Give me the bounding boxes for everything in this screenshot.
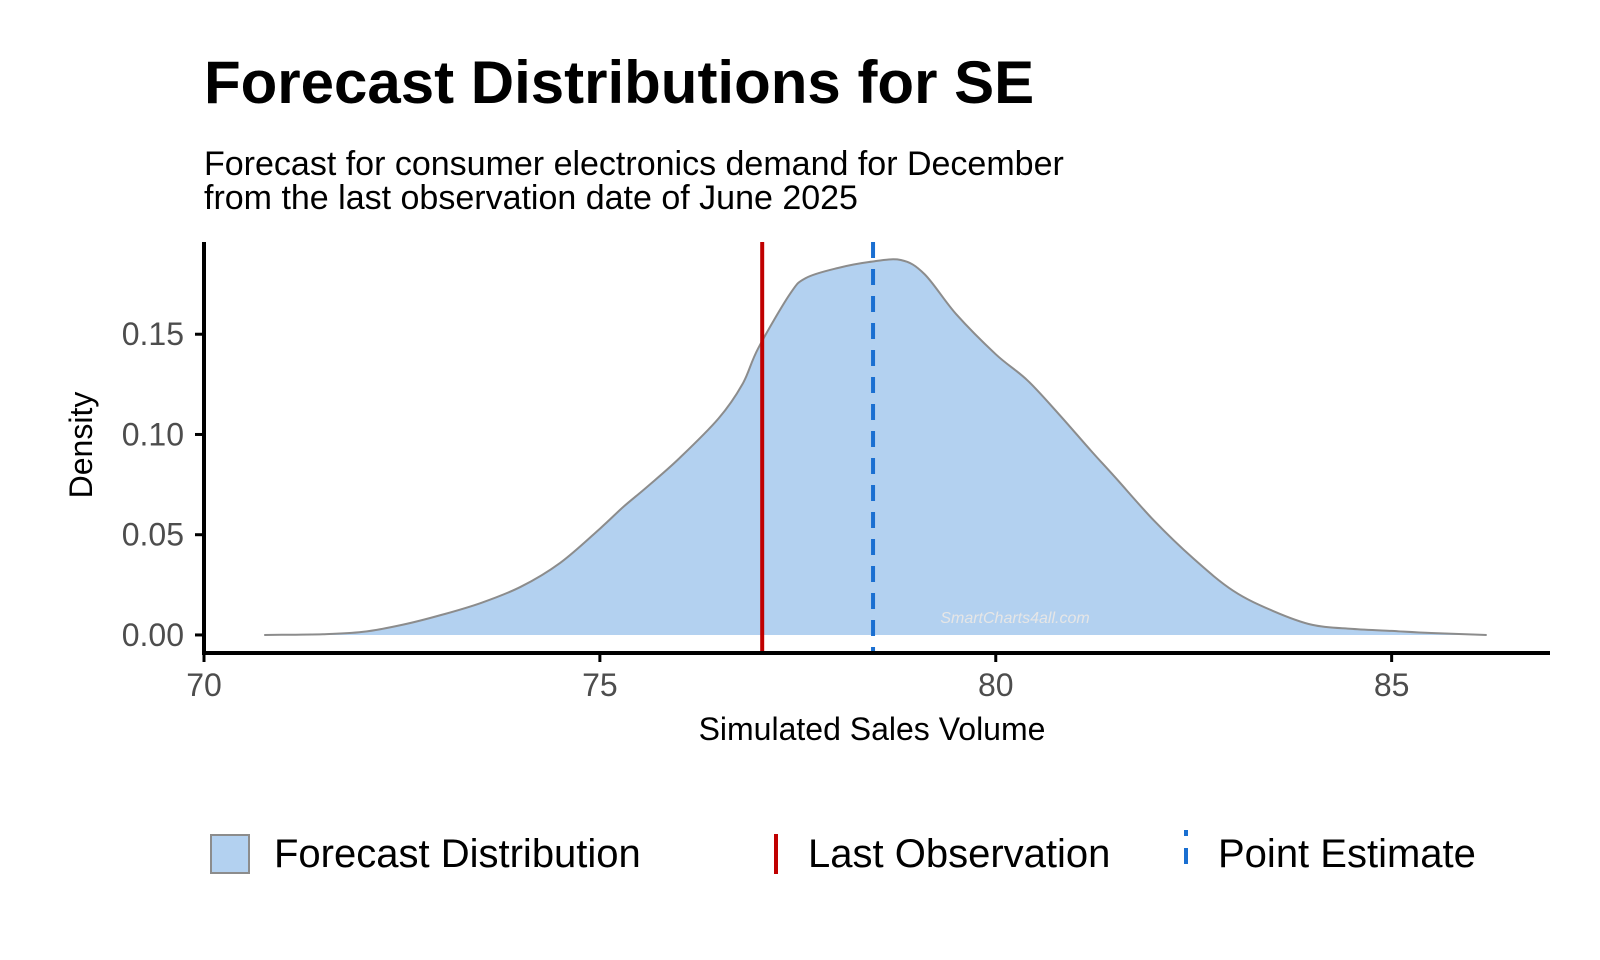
legend-label: Forecast Distribution [274, 831, 641, 876]
x-tick-label: 70 [186, 667, 222, 703]
legend: Forecast Distribution Last Observation P… [210, 826, 1540, 882]
legend-item-last-observation: Last Observation [770, 826, 1110, 882]
subtitle-line-1: Forecast for consumer electronics demand… [204, 145, 1064, 183]
legend-key-fill [210, 834, 250, 874]
chart-subtitle: Forecast for consumer electronics demand… [204, 147, 1064, 215]
y-axis-title: Density [63, 392, 99, 499]
x-tick-label: 85 [1374, 667, 1410, 703]
x-axis-title: Simulated Sales Volume [699, 711, 1046, 747]
legend-label: Point Estimate [1218, 831, 1476, 876]
y-tick-label: 0.00 [122, 617, 184, 653]
legend-label: Last Observation [808, 831, 1111, 876]
legend-key-dashed-line [1180, 830, 1194, 874]
y-tick-label: 0.10 [122, 416, 184, 452]
legend-key-solid-line [770, 834, 784, 874]
density-plot: 70 75 80 85 0.00 0.05 0.10 0.15 SmartCharts4all… [63, 242, 1550, 747]
density-area [264, 259, 1487, 635]
chart-title: Forecast Distributions for SE [204, 49, 1035, 116]
legend-item-forecast-distribution: Forecast Distribution [210, 826, 641, 882]
x-tick-label: 80 [978, 667, 1014, 703]
density-outline [264, 258, 1487, 636]
x-tick-label: 75 [582, 667, 618, 703]
subtitle-line-2: from the last observation date of June 2… [204, 179, 858, 217]
y-tick-label: 0.15 [122, 316, 184, 352]
legend-item-point-estimate: Point Estimate [1180, 826, 1476, 882]
y-tick-label: 0.05 [122, 517, 184, 553]
watermark: SmartCharts4all.com [940, 610, 1089, 627]
